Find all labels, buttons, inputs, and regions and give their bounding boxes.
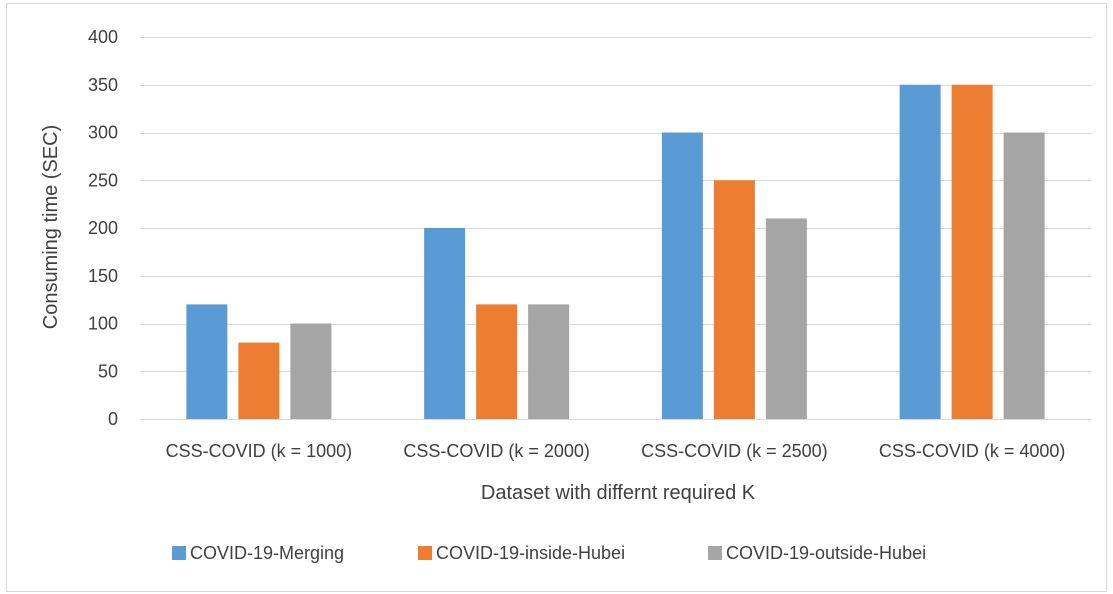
y-tick-label: 350 <box>88 75 118 95</box>
bar-series1-cat0 <box>238 342 280 419</box>
x-axis-category-labels: CSS-COVID (k = 1000) CSS-COVID (k = 2000)… <box>166 441 1066 461</box>
x-axis-title: Dataset with differnt required K <box>481 482 756 504</box>
y-tick-label: 50 <box>98 361 118 381</box>
legend-label-0: COVID-19-Merging <box>190 543 344 563</box>
y-axis-tick-labels: 0 50 100 150 200 250 300 350 400 <box>88 27 118 429</box>
bar-series1-cat2 <box>713 180 755 419</box>
y-tick-label: 300 <box>88 123 118 143</box>
bar-series0-cat3 <box>899 84 941 419</box>
legend-swatch-1 <box>418 546 432 560</box>
bar-series2-cat3 <box>1003 132 1045 419</box>
legend-label-2: COVID-19-outside-Hubei <box>726 543 926 563</box>
y-tick-label: 100 <box>88 314 118 334</box>
legend-label-1: COVID-19-inside-Hubei <box>436 543 625 563</box>
bar-series0-cat0 <box>186 304 228 419</box>
x-category-label: CSS-COVID (k = 1000) <box>166 441 353 461</box>
bars <box>186 84 1045 419</box>
bar-series1-cat3 <box>951 84 993 419</box>
legend-swatch-2 <box>708 546 722 560</box>
bar-series0-cat1 <box>424 228 466 419</box>
legend-swatch-0 <box>172 546 186 560</box>
y-tick-label: 400 <box>88 27 118 47</box>
legend: COVID-19-Merging COVID-19-inside-Hubei COV… <box>172 543 926 563</box>
y-tick-label: 150 <box>88 266 118 286</box>
bar-series1-cat1 <box>476 304 518 419</box>
x-category-label: CSS-COVID (k = 2500) <box>641 441 828 461</box>
y-tick-label: 0 <box>108 409 118 429</box>
bar-series2-cat2 <box>765 218 807 419</box>
x-category-label: CSS-COVID (k = 4000) <box>879 441 1066 461</box>
x-category-label: CSS-COVID (k = 2000) <box>403 441 590 461</box>
y-tick-label: 200 <box>88 218 118 238</box>
bar-series0-cat2 <box>661 132 703 419</box>
y-axis-title: Consuming time (SEC) <box>40 125 62 330</box>
bar-series2-cat0 <box>290 323 332 419</box>
bar-series2-cat1 <box>528 304 570 419</box>
y-tick-label: 250 <box>88 170 118 190</box>
